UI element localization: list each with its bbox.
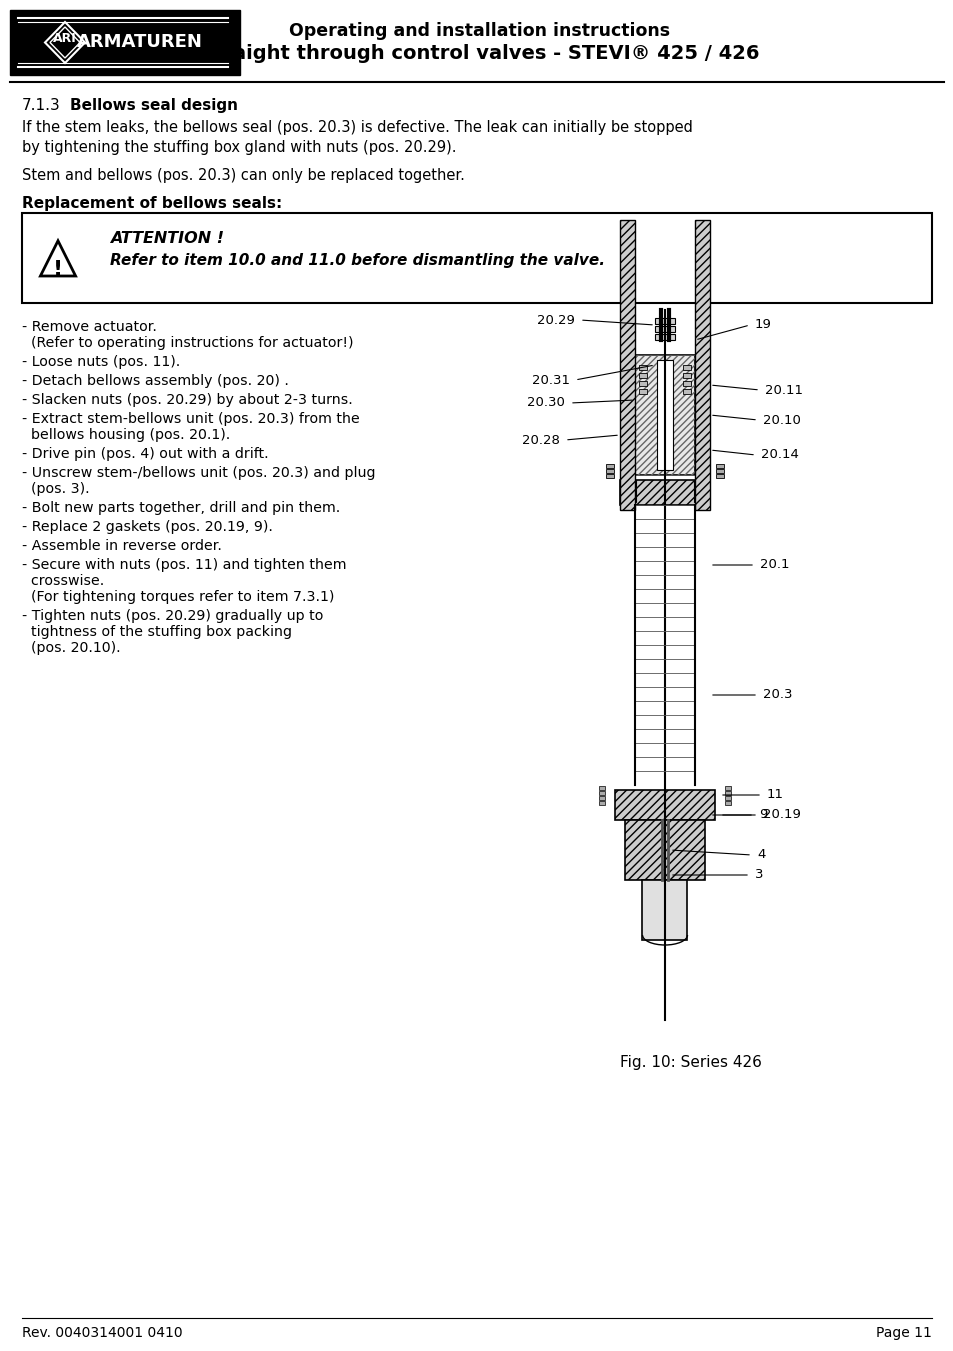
- Text: 4: 4: [757, 848, 764, 862]
- Bar: [724, 796, 730, 800]
- Bar: [615, 790, 714, 820]
- Text: (pos. 3).: (pos. 3).: [22, 482, 90, 496]
- Bar: [682, 365, 690, 370]
- Text: 20.1: 20.1: [760, 558, 789, 571]
- Text: If the stem leaks, the bellows seal (pos. 20.3) is defective. The leak can initi: If the stem leaks, the bellows seal (pos…: [22, 120, 692, 155]
- Text: (pos. 20.10).: (pos. 20.10).: [22, 640, 120, 655]
- Text: - Detach bellows assembly (pos. 20) .: - Detach bellows assembly (pos. 20) .: [22, 374, 289, 388]
- Bar: [639, 381, 646, 386]
- Text: Straight through control valves - STEVI® 425 / 426: Straight through control valves - STEVI®…: [200, 45, 759, 63]
- Text: 11: 11: [766, 789, 783, 801]
- Text: 20.14: 20.14: [760, 449, 798, 462]
- Bar: [624, 820, 704, 880]
- Bar: [695, 220, 709, 509]
- Bar: [605, 463, 614, 467]
- Text: ARI: ARI: [53, 31, 77, 45]
- Text: 20.11: 20.11: [764, 384, 802, 396]
- Bar: [598, 790, 604, 794]
- Text: - Drive pin (pos. 4) out with a drift.: - Drive pin (pos. 4) out with a drift.: [22, 447, 269, 461]
- Bar: [655, 317, 675, 324]
- Text: 7.1.3: 7.1.3: [22, 99, 61, 113]
- Text: Refer to item 10.0 and 11.0 before dismantling the valve.: Refer to item 10.0 and 11.0 before disma…: [110, 253, 604, 267]
- Text: Bellows seal design: Bellows seal design: [70, 99, 237, 113]
- Text: - Bolt new parts together, drill and pin them.: - Bolt new parts together, drill and pin…: [22, 501, 340, 515]
- Text: - Replace 2 gaskets (pos. 20.19, 9).: - Replace 2 gaskets (pos. 20.19, 9).: [22, 520, 273, 534]
- Text: ATTENTION !: ATTENTION !: [110, 231, 224, 246]
- Polygon shape: [45, 22, 85, 63]
- Bar: [641, 880, 687, 940]
- Text: Replacement of bellows seals:: Replacement of bellows seals:: [22, 196, 282, 211]
- Text: 20.29: 20.29: [537, 313, 575, 327]
- Bar: [639, 365, 646, 370]
- Text: - Extract stem-bellows unit (pos. 20.3) from the: - Extract stem-bellows unit (pos. 20.3) …: [22, 412, 359, 426]
- Bar: [682, 381, 690, 386]
- Text: 20.28: 20.28: [521, 434, 559, 446]
- Text: (For tightening torques refer to item 7.3.1): (For tightening torques refer to item 7.…: [22, 590, 334, 604]
- Text: Stem and bellows (pos. 20.3) can only be replaced together.: Stem and bellows (pos. 20.3) can only be…: [22, 168, 464, 182]
- Bar: [598, 796, 604, 800]
- Text: Rev. 0040314001 0410: Rev. 0040314001 0410: [22, 1325, 182, 1340]
- Text: - Tighten nuts (pos. 20.29) gradually up to: - Tighten nuts (pos. 20.29) gradually up…: [22, 609, 323, 623]
- Text: - Secure with nuts (pos. 11) and tighten them: - Secure with nuts (pos. 11) and tighten…: [22, 558, 346, 571]
- Bar: [724, 801, 730, 805]
- Bar: [623, 480, 636, 503]
- Bar: [716, 463, 723, 467]
- Text: - Assemble in reverse order.: - Assemble in reverse order.: [22, 539, 222, 553]
- Text: 19: 19: [754, 319, 771, 331]
- Bar: [724, 786, 730, 790]
- Bar: [716, 469, 723, 473]
- Text: tightness of the stuffing box packing: tightness of the stuffing box packing: [22, 626, 292, 639]
- Text: 20.3: 20.3: [762, 689, 792, 701]
- Bar: [598, 801, 604, 805]
- Text: - Loose nuts (pos. 11).: - Loose nuts (pos. 11).: [22, 355, 180, 369]
- Text: Operating and installation instructions: Operating and installation instructions: [289, 22, 670, 41]
- Bar: [682, 373, 690, 378]
- Text: ARMATUREN: ARMATUREN: [77, 32, 203, 51]
- Bar: [605, 474, 614, 478]
- Bar: [10, 9, 240, 76]
- Text: bellows housing (pos. 20.1).: bellows housing (pos. 20.1).: [22, 428, 230, 442]
- Text: (Refer to operating instructions for actuator!): (Refer to operating instructions for act…: [22, 336, 354, 350]
- Bar: [655, 326, 675, 332]
- Bar: [22, 213, 931, 303]
- Bar: [598, 786, 604, 790]
- Text: 9: 9: [759, 808, 766, 821]
- Text: Fig. 10: Series 426: Fig. 10: Series 426: [619, 1055, 761, 1070]
- Bar: [724, 790, 730, 794]
- Text: - Remove actuator.: - Remove actuator.: [22, 320, 156, 334]
- Text: !: !: [52, 259, 63, 280]
- Bar: [716, 474, 723, 478]
- Bar: [619, 220, 635, 509]
- Text: - Unscrew stem-/bellows unit (pos. 20.3) and plug: - Unscrew stem-/bellows unit (pos. 20.3)…: [22, 466, 375, 480]
- Bar: [655, 334, 675, 340]
- Bar: [619, 480, 709, 505]
- Text: - Slacken nuts (pos. 20.29) by about 2-3 turns.: - Slacken nuts (pos. 20.29) by about 2-3…: [22, 393, 353, 407]
- Bar: [635, 355, 695, 476]
- Text: 20.10: 20.10: [762, 413, 800, 427]
- Text: Page 11: Page 11: [875, 1325, 931, 1340]
- Bar: [682, 389, 690, 394]
- Bar: [639, 389, 646, 394]
- Text: crosswise.: crosswise.: [22, 574, 104, 588]
- Polygon shape: [50, 27, 80, 58]
- Bar: [693, 480, 705, 503]
- Polygon shape: [40, 240, 75, 276]
- Text: 20.31: 20.31: [532, 373, 569, 386]
- Text: 20.30: 20.30: [527, 396, 564, 409]
- Text: 3: 3: [754, 869, 762, 881]
- Bar: [605, 469, 614, 473]
- Bar: [635, 355, 695, 476]
- Text: 20.19: 20.19: [762, 808, 800, 821]
- Bar: [657, 359, 672, 470]
- Bar: [639, 373, 646, 378]
